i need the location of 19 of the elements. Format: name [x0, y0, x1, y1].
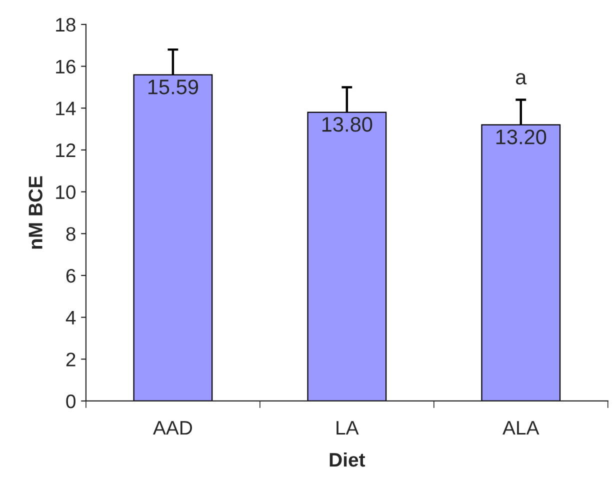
data-label: 13.20: [496, 130, 546, 144]
x-tick-label: AAD: [152, 421, 192, 435]
x-tick-label: ALA: [502, 421, 540, 435]
y-tick-label: 4: [66, 310, 76, 324]
y-tick-label: 6: [66, 268, 76, 283]
annotation: a: [516, 73, 527, 85]
data-label: 15.59: [148, 80, 198, 94]
y-tick-label: 12: [56, 143, 76, 158]
y-tick-label: 16: [56, 60, 76, 74]
y-tick-label: 18: [56, 18, 76, 32]
y-tick-label: 0: [66, 394, 76, 408]
y-tick-label: 2: [66, 352, 76, 366]
x-tick-label: LA: [336, 421, 359, 435]
x-axis-title: Diet: [330, 452, 366, 467]
y-tick-label: 8: [66, 227, 76, 241]
y-tick-label: 14: [56, 102, 76, 116]
y-axis-title: nM BCE: [28, 176, 42, 249]
data-label: 13.80: [322, 117, 372, 132]
y-tick-label: 10: [56, 185, 76, 200]
